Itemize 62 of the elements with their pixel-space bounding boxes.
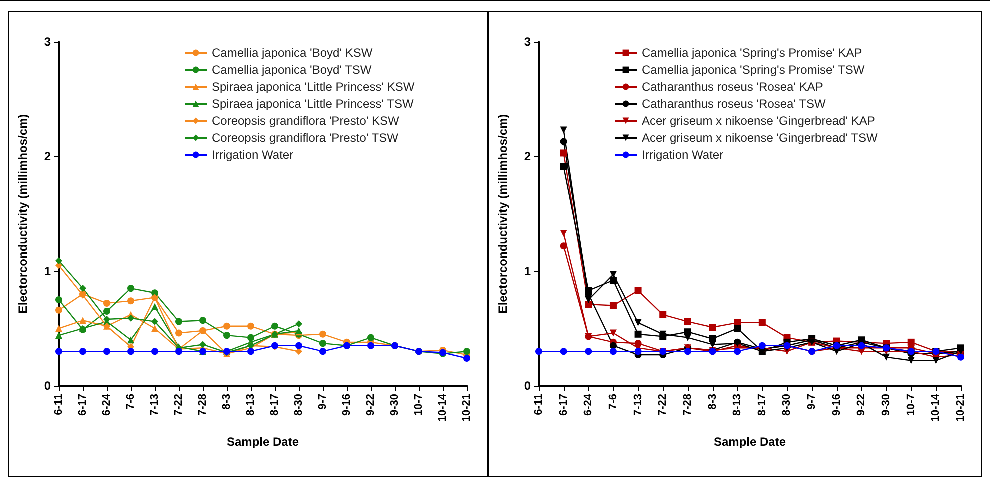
x-tick-label: 10-21 <box>955 394 967 422</box>
x-tick-label: 6-24 <box>101 393 113 416</box>
legend-label: Spiraea japonica 'Little Princess' KSW <box>212 80 416 94</box>
x-tick-label: 8-17 <box>756 394 768 416</box>
x-tick-label: 10-14 <box>437 393 449 422</box>
y-tick-label: 3 <box>44 35 52 49</box>
y-tick-label: 1 <box>44 264 52 278</box>
x-axis-title: Sample Date <box>714 435 786 449</box>
y-axis-title: Electorconductivity (millimhos/cm) <box>16 114 30 314</box>
x-tick-label: 10-21 <box>461 394 473 422</box>
legend-label: Irrigation Water <box>642 148 724 162</box>
x-tick-label: 10-7 <box>413 394 425 416</box>
x-tick-label: 7-28 <box>682 394 694 416</box>
x-tick-label: 8-3 <box>221 394 233 410</box>
x-tick-label: 6-11 <box>53 394 65 416</box>
y-tick-label: 0 <box>44 379 52 393</box>
legend-label: Coreopsis grandiflora 'Presto' KSW <box>212 114 400 128</box>
x-tick-label: 8-13 <box>245 394 257 416</box>
x-tick-label: 9-30 <box>389 394 401 416</box>
legend-label: Camellia japonica 'Boyd' KSW <box>212 46 374 60</box>
x-tick-label: 7-22 <box>657 394 670 416</box>
y-tick-label: 2 <box>44 150 52 164</box>
x-tick-label: 6-17 <box>558 394 570 416</box>
x-axis-title: Sample Date <box>226 435 300 449</box>
x-tick-label: 8-3 <box>706 394 719 410</box>
x-tick-label: 7-6 <box>607 394 620 410</box>
x-tick-label: 7-13 <box>149 394 161 416</box>
legend-label: Camellia japonica 'Spring's Promise' TSW <box>642 63 866 77</box>
x-tick-label: 9-22 <box>365 394 377 416</box>
legend-label: Acer griseum x nikoense 'Gingerbread' KAP <box>642 114 876 128</box>
legend-label: Camellia japonica 'Boyd' TSW <box>212 63 372 77</box>
x-tick-label: 6-11 <box>533 394 545 416</box>
x-tick-label: 7-6 <box>125 394 137 410</box>
x-tick-label: 9-16 <box>341 394 353 416</box>
x-tick-label: 9-22 <box>856 394 868 416</box>
x-tick-label: 9-16 <box>830 394 843 416</box>
y-tick-label: 3 <box>524 35 532 49</box>
x-tick-label: 7-13 <box>632 394 644 416</box>
y-tick-label: 2 <box>524 150 532 164</box>
x-tick-label: 7-28 <box>197 394 209 416</box>
y-tick-label: 1 <box>524 264 532 278</box>
legend-label: Catharanthus roseus 'Rosea' KAP <box>642 80 824 94</box>
legend-label: Irrigation Water <box>212 148 294 162</box>
x-tick-label: 8-13 <box>732 394 744 416</box>
x-tick-label: 8-17 <box>269 394 281 416</box>
x-tick-label: 9-7 <box>806 394 818 410</box>
legend-label: Acer griseum x nikoense 'Gingerbread' TSW <box>642 131 878 145</box>
x-tick-label: 9-7 <box>317 394 329 410</box>
y-axis-title: Electorconductivity (millimhos/cm) <box>496 114 510 314</box>
x-tick-label: 10-7 <box>905 394 918 416</box>
x-tick-label: 9-30 <box>880 394 893 416</box>
y-tick-label: 0 <box>524 379 532 393</box>
legend-label: Spiraea japonica 'Little Princess' TSW <box>212 97 414 111</box>
x-tick-label: 7-22 <box>173 394 185 416</box>
x-tick-label: 6-17 <box>77 394 89 416</box>
x-tick-label: 10-14 <box>930 393 942 422</box>
x-tick-label: 8-30 <box>781 394 794 416</box>
legend-label: Camellia japonica 'Spring's Promise' KAP <box>642 46 862 60</box>
x-tick-label: 8-30 <box>293 394 305 416</box>
legend-label: Coreopsis grandiflora 'Presto' TSW <box>212 131 400 145</box>
x-tick-label: 6-24 <box>582 393 595 416</box>
legend-label: Catharanthus roseus 'Rosea' TSW <box>642 97 826 111</box>
